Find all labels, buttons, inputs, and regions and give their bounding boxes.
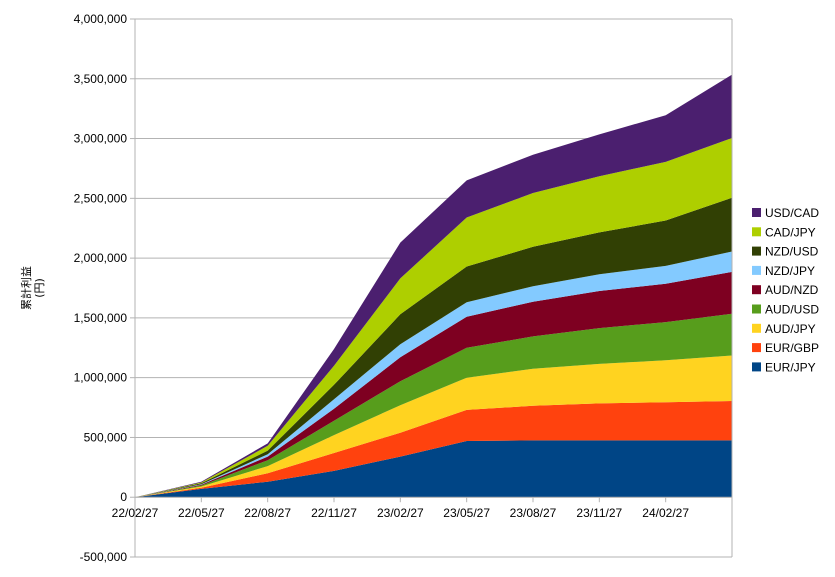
legend-swatch-eur-jpy	[752, 362, 761, 372]
legend-swatch-aud-jpy	[752, 323, 761, 333]
x-tick-label-7: 23/11/27	[576, 506, 622, 520]
legend-swatch-nzd-jpy	[752, 265, 761, 275]
x-tick-label-4: 23/02/27	[377, 506, 424, 520]
legend-label-usd-cad: USD/CAD	[765, 206, 819, 220]
x-tick-label-2: 22/08/27	[244, 506, 291, 520]
legend-label-nzd-usd: NZD/USD	[765, 245, 819, 259]
y-tick-label-6: 2,500,000	[74, 191, 128, 205]
legend-swatch-eur-gbp	[752, 343, 761, 353]
x-tick-labels: 22/02/27 22/05/27 22/08/27 22/11/27 23/02/27…	[112, 497, 689, 520]
y-tick-label-3: 1,000,000	[74, 371, 128, 385]
area-aud-jpy	[135, 355, 732, 498]
legend-swatch-aud-usd	[752, 304, 761, 314]
y-tick-labels: -500,000 0 500,000 1,000,000 1,500,000 2,000,…	[74, 12, 135, 564]
y-tick-label-1: 0	[120, 490, 127, 504]
y-tick-label-9: 4,000,000	[74, 12, 128, 26]
legend-label-aud-usd: AUD/USD	[765, 303, 819, 317]
legend-label-eur-gbp: EUR/GBP	[765, 341, 819, 355]
area-eur-gbp	[135, 401, 732, 498]
area-cad-jpy	[135, 138, 732, 498]
x-tick-label-8: 24/02/27	[642, 506, 689, 520]
area-nzd-usd	[135, 197, 732, 498]
y-tick-label-7: 3,000,000	[74, 132, 128, 146]
y-tick-label-0: -500,000	[80, 550, 128, 564]
y-tick-label-2: 500,000	[84, 430, 128, 444]
legend-label-aud-nzd: AUD/NZD	[765, 283, 819, 297]
x-tick-label-5: 23/05/27	[443, 506, 490, 520]
y-tick-label-4: 1,500,000	[74, 311, 128, 325]
x-tick-label-0: 22/02/27	[112, 506, 159, 520]
legend-swatch-usd-cad	[752, 208, 761, 217]
axes	[134, 19, 733, 557]
area-usd-cad	[135, 74, 732, 498]
y-tick-label-8: 3,500,000	[74, 72, 128, 86]
legend-swatch-cad-jpy	[752, 227, 761, 237]
y-tick-label-5: 2,000,000	[74, 251, 128, 265]
area-aud-nzd	[135, 271, 732, 498]
area-series-group	[135, 74, 732, 498]
x-tick-label-6: 23/08/27	[510, 506, 557, 520]
area-aud-usd	[135, 313, 732, 498]
legend-label-nzd-jpy: NZD/JPY	[765, 264, 815, 278]
legend-swatch-nzd-usd	[752, 246, 761, 256]
area-nzd-jpy	[135, 251, 732, 498]
x-tick-label-1: 22/05/27	[178, 506, 225, 520]
legend-label-cad-jpy: CAD/JPY	[765, 225, 816, 239]
legend-label-eur-jpy: EUR/JPY	[765, 360, 816, 374]
y-axis-label-line1: 累計利益	[19, 266, 33, 310]
legend-label-aud-jpy: AUD/JPY	[765, 322, 816, 336]
y-axis-label-line2: (円)	[33, 278, 46, 298]
legend-swatch-aud-nzd	[752, 285, 761, 295]
legend: USD/CAD CAD/JPY NZD/USD NZD/JPY AUD/NZD AUD/U…	[752, 206, 819, 374]
area-eur-jpy	[135, 440, 732, 498]
x-tick-label-3: 22/11/27	[311, 506, 357, 520]
